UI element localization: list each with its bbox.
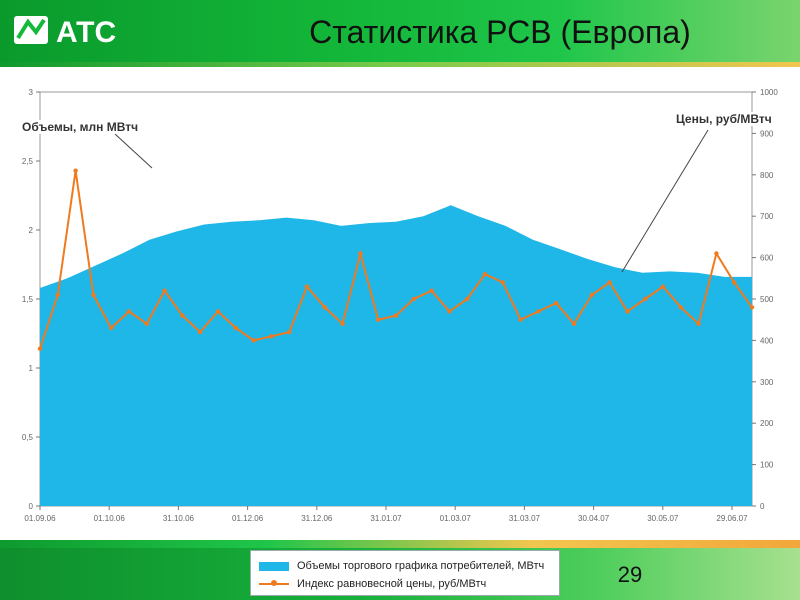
x-tick-label: 31.01.07 [370, 514, 402, 523]
ats-logo: АТС [14, 16, 116, 49]
x-tick-label: 01.10.06 [94, 514, 126, 523]
right-tick-label: 700 [760, 212, 774, 221]
price-point [55, 292, 60, 298]
price-point [625, 309, 630, 314]
x-tick-label: 01.12.06 [232, 514, 264, 523]
footer-divider [0, 540, 800, 548]
volume-annotation: Объемы, млн МВтч [22, 120, 139, 134]
price-point [358, 251, 363, 256]
right-tick-label: 1000 [760, 88, 778, 97]
right-tick-label: 400 [760, 336, 774, 345]
x-tick-label: 01.03.07 [440, 514, 472, 523]
left-tick-label: 3 [29, 88, 34, 97]
price-point [643, 296, 648, 302]
price-point [162, 288, 167, 293]
price-point [126, 309, 132, 314]
x-tick-label: 30.04.07 [578, 514, 610, 523]
price-point [411, 296, 416, 302]
volume-annotation-arrow [114, 133, 153, 169]
price-point [714, 251, 719, 256]
x-tick-label: 31.03.07 [509, 514, 541, 523]
price-point [37, 346, 43, 351]
right-tick-label: 200 [760, 419, 774, 428]
right-tick-label: 300 [760, 378, 774, 387]
left-tick-label: 2 [29, 226, 34, 235]
price-point [447, 309, 452, 314]
price-point [429, 288, 434, 293]
price-point [678, 305, 683, 310]
price-point [518, 317, 523, 322]
legend-item-price: Индекс равновесной цены, руб/МВтч [259, 575, 486, 593]
price-point [696, 321, 701, 326]
page-number: 29 [617, 562, 643, 587]
price-point [198, 329, 203, 335]
right-tick-label: 800 [760, 171, 774, 180]
right-tick-label: 900 [760, 129, 774, 138]
price-annotation: Цены, руб/МВтч [676, 112, 772, 126]
legend-item-volume: Объемы торгового графика потребителей, М… [259, 557, 544, 575]
x-tick-label: 29.06.07 [716, 514, 748, 523]
x-tick-label: 01.09.06 [24, 514, 56, 523]
price-point [589, 292, 594, 298]
x-tick-label: 31.12.06 [301, 514, 333, 523]
price-annotation-arrow [621, 129, 709, 273]
price-point [215, 309, 221, 314]
price-point [180, 313, 185, 318]
price-point [500, 280, 505, 285]
price-point [233, 325, 238, 331]
x-tick-label: 31.10.06 [163, 514, 195, 523]
header-bar: АТС Статистика РСВ (Европа) [0, 0, 800, 62]
right-tick-label: 500 [760, 295, 774, 304]
price-point [91, 292, 96, 298]
price-point [393, 313, 399, 318]
chart: 0 0,5 1 1,5 2 2,5 3 0 100 200 300 400 500 600 700 800 90… [22, 88, 778, 523]
x-tick-label: 30.05.07 [647, 514, 679, 523]
legend-label-volume: Объемы торгового графика потребителей, М… [297, 560, 545, 572]
price-point [269, 334, 274, 339]
price-point [749, 305, 755, 310]
price-point [536, 309, 541, 314]
price-point [144, 321, 149, 326]
left-tick-label: 2,5 [22, 157, 34, 166]
price-point [554, 300, 559, 306]
price-point [322, 305, 327, 310]
price-point [73, 168, 78, 173]
price-point [376, 317, 381, 322]
right-tick-label: 0 [760, 502, 765, 511]
price-point [732, 280, 737, 285]
legend-label-price: Индекс равновесной цены, руб/МВтч [297, 578, 487, 590]
price-point [660, 284, 666, 289]
left-tick-label: 0,5 [22, 433, 34, 442]
volume-area [40, 205, 752, 506]
price-point [340, 321, 345, 326]
header-divider [0, 62, 800, 67]
legend-swatch-price [259, 580, 289, 586]
left-tick-label: 1,5 [22, 295, 34, 304]
logo-text: АТС [56, 16, 116, 49]
left-tick-label: 1 [29, 364, 34, 373]
price-point [304, 284, 310, 289]
price-point [482, 272, 488, 277]
legend: Объемы торгового графика потребителей, М… [250, 550, 560, 596]
legend-swatch-volume [259, 561, 289, 571]
price-point [465, 296, 470, 302]
right-tick-label: 100 [760, 461, 774, 470]
price-point [607, 280, 612, 285]
right-tick-label: 600 [760, 254, 774, 263]
price-point [287, 329, 292, 335]
price-point [109, 325, 114, 331]
price-point [251, 338, 256, 343]
left-tick-label: 0 [29, 502, 34, 511]
price-point [571, 321, 577, 326]
page-title: Статистика РСВ (Европа) [309, 14, 691, 50]
